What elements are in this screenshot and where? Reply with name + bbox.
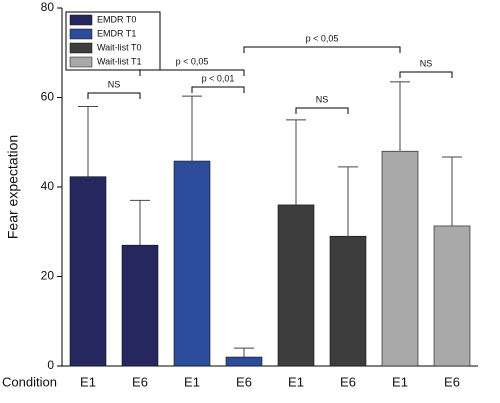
x-tick-label: E6 (444, 374, 460, 389)
bracket-label: NS (316, 94, 329, 104)
x-tick-label: E1 (392, 374, 408, 389)
bracket (191, 86, 245, 93)
legend-label: EMDR T1 (97, 28, 136, 38)
bracket (295, 107, 349, 114)
bracket (139, 69, 245, 76)
x-tick-label: E6 (132, 374, 148, 389)
bar (329, 235, 367, 367)
y-axis-label: Fear expectation (5, 135, 21, 239)
legend-swatch (69, 14, 93, 26)
bar (69, 176, 107, 367)
x-tick-label: E1 (80, 374, 96, 389)
bracket (243, 46, 401, 53)
legend-swatch (69, 42, 93, 54)
bracket-label: NS (420, 58, 433, 68)
x-axis-label: Condition (2, 374, 57, 389)
legend-label: EMDR T0 (97, 14, 136, 24)
legend-label: Wait-list T1 (97, 56, 142, 66)
bracket-label: p < 0,05 (306, 33, 339, 43)
bar (381, 150, 419, 367)
bracket-label: NS (108, 79, 121, 89)
x-tick-label: E6 (236, 374, 252, 389)
x-tick-label: E1 (184, 374, 200, 389)
y-tick-label: 20 (41, 269, 55, 283)
legend-swatch (69, 56, 93, 68)
y-tick-label: 60 (41, 90, 55, 104)
bracket-label: p < 0,01 (202, 73, 235, 83)
bracket-label: p < 0,05 (176, 56, 209, 66)
legend-label: Wait-list T0 (97, 42, 142, 52)
bar (433, 225, 471, 367)
x-tick-label: E6 (340, 374, 356, 389)
bar (277, 204, 315, 367)
y-tick-label: 40 (41, 179, 55, 193)
y-tick-label: 0 (47, 358, 54, 372)
bracket (87, 92, 141, 99)
bar (225, 356, 263, 367)
x-tick-label: E1 (288, 374, 304, 389)
bracket (399, 71, 453, 78)
bar (173, 160, 211, 367)
legend-swatch (69, 28, 93, 40)
y-tick-label: 80 (41, 0, 55, 14)
bar (121, 244, 159, 367)
